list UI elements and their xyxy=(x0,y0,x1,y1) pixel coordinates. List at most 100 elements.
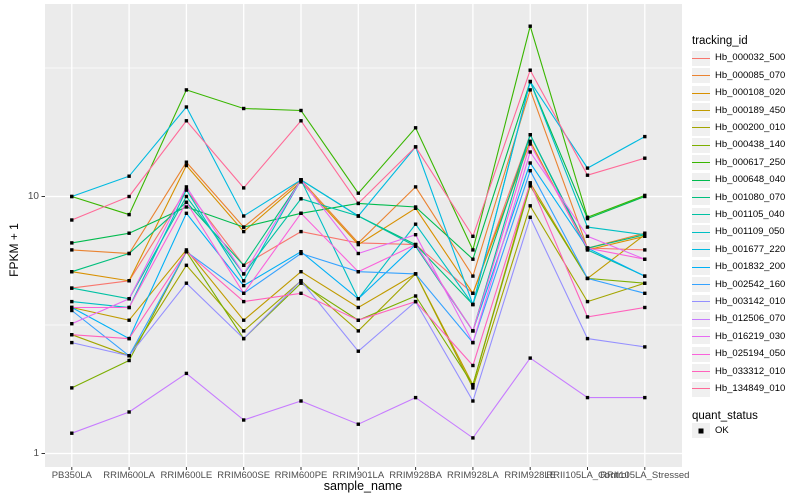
legend-key xyxy=(692,137,710,153)
data-point xyxy=(585,315,590,319)
data-point xyxy=(528,79,532,84)
data-point xyxy=(299,180,303,184)
data-point xyxy=(471,363,475,368)
data-point xyxy=(528,24,532,28)
data-point xyxy=(242,229,246,234)
data-point xyxy=(127,305,131,310)
data-point xyxy=(184,119,189,123)
data-point xyxy=(643,274,647,278)
data-point xyxy=(471,302,475,307)
data-point xyxy=(413,185,418,189)
data-point xyxy=(184,281,189,285)
legend-item-label: Hb_000617_250 xyxy=(715,156,786,168)
legend-item-ok: OK xyxy=(692,422,729,439)
data-point xyxy=(528,139,532,143)
legend-key xyxy=(692,259,710,275)
y-axis-title: FPKM + 1 xyxy=(7,223,21,277)
legend-key-line-icon xyxy=(692,318,710,320)
data-point xyxy=(70,270,74,274)
data-point xyxy=(70,241,74,245)
data-point xyxy=(413,294,418,298)
data-point xyxy=(127,194,131,199)
legend-key-line-icon xyxy=(692,231,710,233)
legend-key xyxy=(692,346,710,362)
legend-key xyxy=(692,85,710,101)
data-point xyxy=(471,386,475,390)
data-point xyxy=(242,186,246,190)
data-point xyxy=(127,279,131,283)
data-point xyxy=(643,248,647,252)
legend-key-line-icon xyxy=(692,57,710,59)
legend-key xyxy=(692,190,710,206)
y-tick-label: 10 xyxy=(27,190,39,202)
data-point xyxy=(184,163,189,168)
legend-key-line-icon xyxy=(692,249,710,251)
data-point xyxy=(242,106,246,111)
data-point xyxy=(413,222,418,226)
legend-key-line-icon xyxy=(692,197,710,199)
legend-item: Hb_000189_450 xyxy=(692,102,785,119)
legend-key-line-icon xyxy=(692,301,710,303)
data-point xyxy=(643,291,647,295)
legend-key-line-icon xyxy=(692,266,710,268)
data-point xyxy=(184,371,189,376)
data-point xyxy=(356,242,360,247)
legend-item-label: Hb_000189_450 xyxy=(715,104,786,116)
data-point xyxy=(299,108,303,113)
data-point xyxy=(356,349,360,353)
data-point xyxy=(242,279,246,283)
legend-key-line-icon xyxy=(692,75,710,77)
data-point xyxy=(356,191,360,195)
legend-item: Hb_016219_030 xyxy=(692,328,785,345)
data-point xyxy=(184,250,189,254)
data-point xyxy=(585,173,590,177)
x-tick-label: RRII105LA_Control xyxy=(546,470,629,481)
data-point xyxy=(471,248,475,252)
data-point xyxy=(356,422,360,426)
data-point xyxy=(471,291,475,295)
data-point xyxy=(528,181,532,185)
data-point xyxy=(356,214,360,218)
data-point xyxy=(184,88,189,92)
legend-item: Hb_001080_070 xyxy=(692,189,785,206)
legend-key-line-icon xyxy=(692,284,710,286)
legend-item-label: Hb_000200_010 xyxy=(715,122,786,134)
data-point xyxy=(70,431,74,435)
legend-key xyxy=(692,172,710,188)
data-point xyxy=(127,318,131,322)
legend-tracking-title: tracking_id xyxy=(692,35,748,47)
data-point xyxy=(585,216,590,221)
legend-key xyxy=(692,381,710,397)
legend-key-line-icon xyxy=(692,214,710,216)
x-tick-label: RRIM600LE xyxy=(160,470,213,481)
data-point xyxy=(528,161,532,165)
legend-item-label: Hb_000648_040 xyxy=(715,174,786,186)
data-point xyxy=(585,299,590,304)
legend-key-line-icon xyxy=(692,388,710,390)
data-point xyxy=(413,233,418,237)
legend-item-label: Hb_001080_070 xyxy=(715,191,786,203)
data-point xyxy=(643,194,647,199)
data-point xyxy=(528,68,532,72)
data-point xyxy=(413,126,418,130)
data-point xyxy=(299,251,303,256)
data-point xyxy=(528,88,532,92)
legend-item: Hb_000085_070 xyxy=(692,67,785,84)
legend-item: Hb_000032_500 xyxy=(692,50,785,67)
legend-key xyxy=(692,50,710,66)
legend-key xyxy=(692,311,710,327)
x-tick-label: RRIM600LA xyxy=(103,470,155,481)
data-point xyxy=(471,399,475,403)
data-point xyxy=(299,281,303,285)
data-point xyxy=(184,194,189,199)
legend-key xyxy=(692,155,710,171)
data-point xyxy=(528,142,532,146)
data-point xyxy=(242,272,246,276)
legend-item-label: Hb_003142_010 xyxy=(715,296,786,308)
data-point xyxy=(299,270,303,274)
data-point xyxy=(471,383,475,387)
data-point xyxy=(643,257,647,261)
data-point xyxy=(413,395,418,400)
